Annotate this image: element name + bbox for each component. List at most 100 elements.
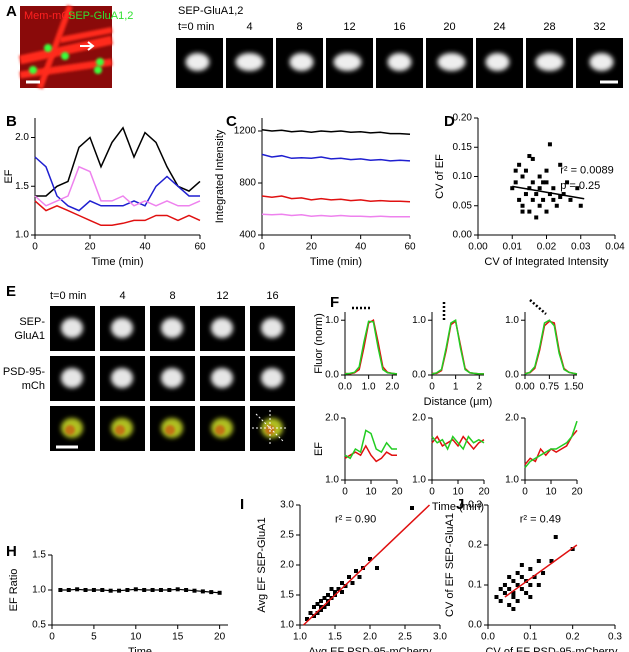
point	[133, 587, 138, 592]
point	[510, 186, 515, 191]
point	[544, 168, 549, 173]
x-axis-label: Time	[128, 646, 152, 652]
point	[494, 595, 499, 599]
point	[142, 588, 147, 592]
x-axis-label: Time (min)	[432, 501, 484, 513]
x-tick-label: 40	[139, 242, 151, 253]
point	[333, 590, 337, 594]
synapse-blob	[261, 368, 283, 388]
x-tick-label: 1.0	[362, 382, 376, 393]
point	[554, 203, 559, 208]
x-tick-label: 1.5	[328, 632, 342, 643]
dendrite	[19, 35, 113, 65]
point	[534, 192, 539, 197]
point	[527, 186, 532, 191]
time-label: 4	[246, 21, 252, 33]
point	[553, 535, 558, 539]
point	[507, 575, 512, 579]
point	[319, 599, 323, 603]
point	[524, 591, 529, 595]
point	[544, 209, 549, 214]
y-tick-label: 400	[239, 230, 256, 241]
panel-label: C	[226, 113, 237, 130]
row-label: mCh	[22, 380, 45, 392]
point	[558, 162, 563, 167]
y-tick-label: 0.0	[468, 620, 482, 631]
y-tick-label: 800	[239, 178, 256, 189]
x-tick-label: 0.04	[605, 242, 625, 253]
x-tick-label: 0.03	[571, 242, 591, 253]
synapse-blob	[161, 368, 183, 388]
synapse-blob	[211, 318, 233, 338]
spine-spot	[61, 52, 69, 60]
series-line	[344, 429, 397, 460]
y-tick-label: 1.5	[15, 181, 29, 192]
y-tick-label: 1.0	[325, 475, 339, 486]
point	[66, 588, 71, 592]
point	[511, 595, 516, 599]
point	[541, 180, 546, 185]
point	[547, 192, 552, 197]
y-tick-label: 2.5	[280, 530, 294, 541]
point	[513, 180, 518, 185]
series-line	[34, 156, 200, 212]
fit-line	[302, 504, 431, 626]
point	[175, 587, 180, 592]
series-line	[344, 320, 398, 375]
point	[312, 605, 316, 609]
point	[558, 194, 563, 199]
point	[568, 197, 573, 202]
series-line	[432, 320, 484, 375]
fit-line	[512, 185, 585, 200]
x-tick-label: 10	[452, 487, 464, 498]
y-tick-label: 0.0	[325, 370, 339, 381]
dendrite	[37, 4, 73, 90]
point	[75, 587, 80, 592]
x-tick-label: 0	[342, 487, 348, 498]
y-tick-label: 1.5	[280, 590, 294, 601]
panel-label: I	[240, 496, 244, 513]
point	[410, 506, 414, 510]
panel-label: H	[6, 543, 17, 560]
time-label: 28	[543, 21, 555, 33]
spine-blob	[535, 53, 564, 71]
spine-blob	[289, 53, 314, 71]
y-tick-label: 1.0	[280, 620, 294, 631]
y-tick-label: 0.20	[453, 113, 473, 124]
point	[357, 575, 362, 579]
series-line	[524, 420, 578, 469]
y-axis-label: Avg EF SEP-GluA1	[256, 517, 268, 612]
point	[519, 587, 524, 591]
synapse-blob	[111, 368, 133, 388]
spine-blob	[235, 53, 264, 71]
point	[527, 209, 532, 214]
point	[498, 587, 503, 591]
spine-blob	[485, 53, 510, 71]
time-label: 4	[119, 290, 125, 302]
point	[515, 571, 520, 575]
point	[322, 605, 327, 609]
point	[340, 590, 344, 594]
series-line	[35, 126, 201, 197]
point	[537, 186, 542, 191]
y-tick-label: 3.0	[280, 500, 294, 511]
spine-blob	[333, 53, 362, 71]
point	[158, 588, 163, 592]
point	[575, 186, 580, 191]
spine-spot	[96, 58, 104, 66]
series-line	[261, 128, 411, 136]
x-tick-label: 2.0	[363, 632, 377, 643]
y-tick-label: 1.0	[505, 315, 519, 326]
point	[520, 203, 525, 208]
panel-label: F	[330, 294, 339, 311]
point	[578, 203, 583, 208]
point	[340, 581, 344, 585]
x-tick-label: 0.00	[468, 242, 488, 253]
spine-spot	[29, 66, 37, 74]
point	[511, 607, 516, 611]
synapse-blob	[61, 318, 83, 338]
point	[513, 168, 518, 173]
time-label: 16	[266, 290, 278, 302]
x-axis-label: Time (min)	[310, 256, 362, 268]
